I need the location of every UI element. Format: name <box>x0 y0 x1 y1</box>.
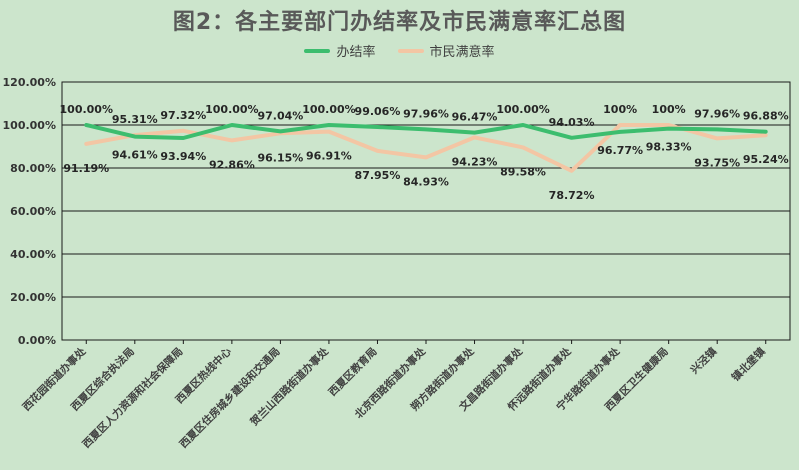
chart-legend: 办结率 市民满意率 <box>0 41 799 60</box>
y-tick-label: 120.00% <box>3 76 56 89</box>
data-label-series-1: 94.61% <box>112 149 158 162</box>
data-label-series-1: 93.94% <box>160 150 206 163</box>
data-label-series-2: 96.91% <box>306 150 352 163</box>
series-line-1 <box>84 123 768 140</box>
data-label-series-1: 98.33% <box>646 141 692 154</box>
y-tick-label: 0.00% <box>18 334 56 347</box>
legend-label-series-1: 办结率 <box>336 45 376 60</box>
x-tick-label: 兴泾镇 <box>688 345 720 377</box>
data-label-series-1: 100.00% <box>496 103 549 116</box>
data-label-series-2: 89.58% <box>500 165 546 178</box>
legend-item-series-1: 办结率 <box>304 41 376 60</box>
data-label-series-2: 92.86% <box>209 158 255 171</box>
legend-swatch-series-1 <box>304 48 331 53</box>
data-label-series-1: 100.00% <box>60 103 113 116</box>
data-label-series-1: 96.88% <box>743 110 789 123</box>
x-tick-label: 镇北堡镇 <box>729 345 768 384</box>
data-label-series-1: 99.06% <box>355 105 401 118</box>
y-tick-label: 100.00% <box>3 119 56 132</box>
data-label-series-2: 100% <box>652 103 686 116</box>
x-tick-label: 西夏区教育局 <box>326 345 380 399</box>
data-label-series-1: 100.00% <box>302 103 355 116</box>
chart-title: 图2：各主要部门办结率及市民满意率汇总图 <box>172 10 627 35</box>
y-tick-label: 60.00% <box>10 205 56 218</box>
data-label-series-2: 94.23% <box>452 155 498 168</box>
y-tick-label: 40.00% <box>10 248 56 261</box>
data-label-series-1: 97.96% <box>694 107 740 120</box>
data-label-series-1: 100.00% <box>205 103 258 116</box>
x-tick-label: 贺兰山西路街道办事处 <box>247 345 331 429</box>
data-label-series-2: 95.24% <box>743 153 789 166</box>
legend-swatch-series-2 <box>397 48 424 53</box>
data-label-series-2: 84.93% <box>403 175 449 188</box>
data-label-series-2: 93.75% <box>694 156 740 169</box>
data-label-series-2: 100% <box>603 103 637 116</box>
data-label-series-1: 96.47% <box>452 111 498 124</box>
data-label-series-2: 87.95% <box>355 169 401 182</box>
y-tick-label: 80.00% <box>10 162 56 175</box>
x-tick-label: 西夏区住房城乡建设和交通局 <box>177 345 283 451</box>
data-label-series-1: 96.77% <box>597 144 643 157</box>
data-label-series-2: 91.19% <box>63 162 109 175</box>
x-tick-label: 西夏区人力资源和社会保障局 <box>80 345 186 451</box>
data-label-series-2: 96.15% <box>257 151 303 164</box>
legend-label-series-2: 市民满意率 <box>429 45 495 60</box>
data-label-series-2: 97.32% <box>160 109 206 122</box>
data-label-series-2: 78.72% <box>549 189 595 202</box>
legend-item-series-2: 市民满意率 <box>397 41 495 60</box>
data-label-series-1: 97.04% <box>257 109 303 122</box>
data-label-series-1: 94.03% <box>549 116 595 129</box>
data-label-series-1: 97.96% <box>403 107 449 120</box>
data-label-series-2: 95.31% <box>112 113 158 126</box>
y-tick-label: 20.00% <box>10 291 56 304</box>
